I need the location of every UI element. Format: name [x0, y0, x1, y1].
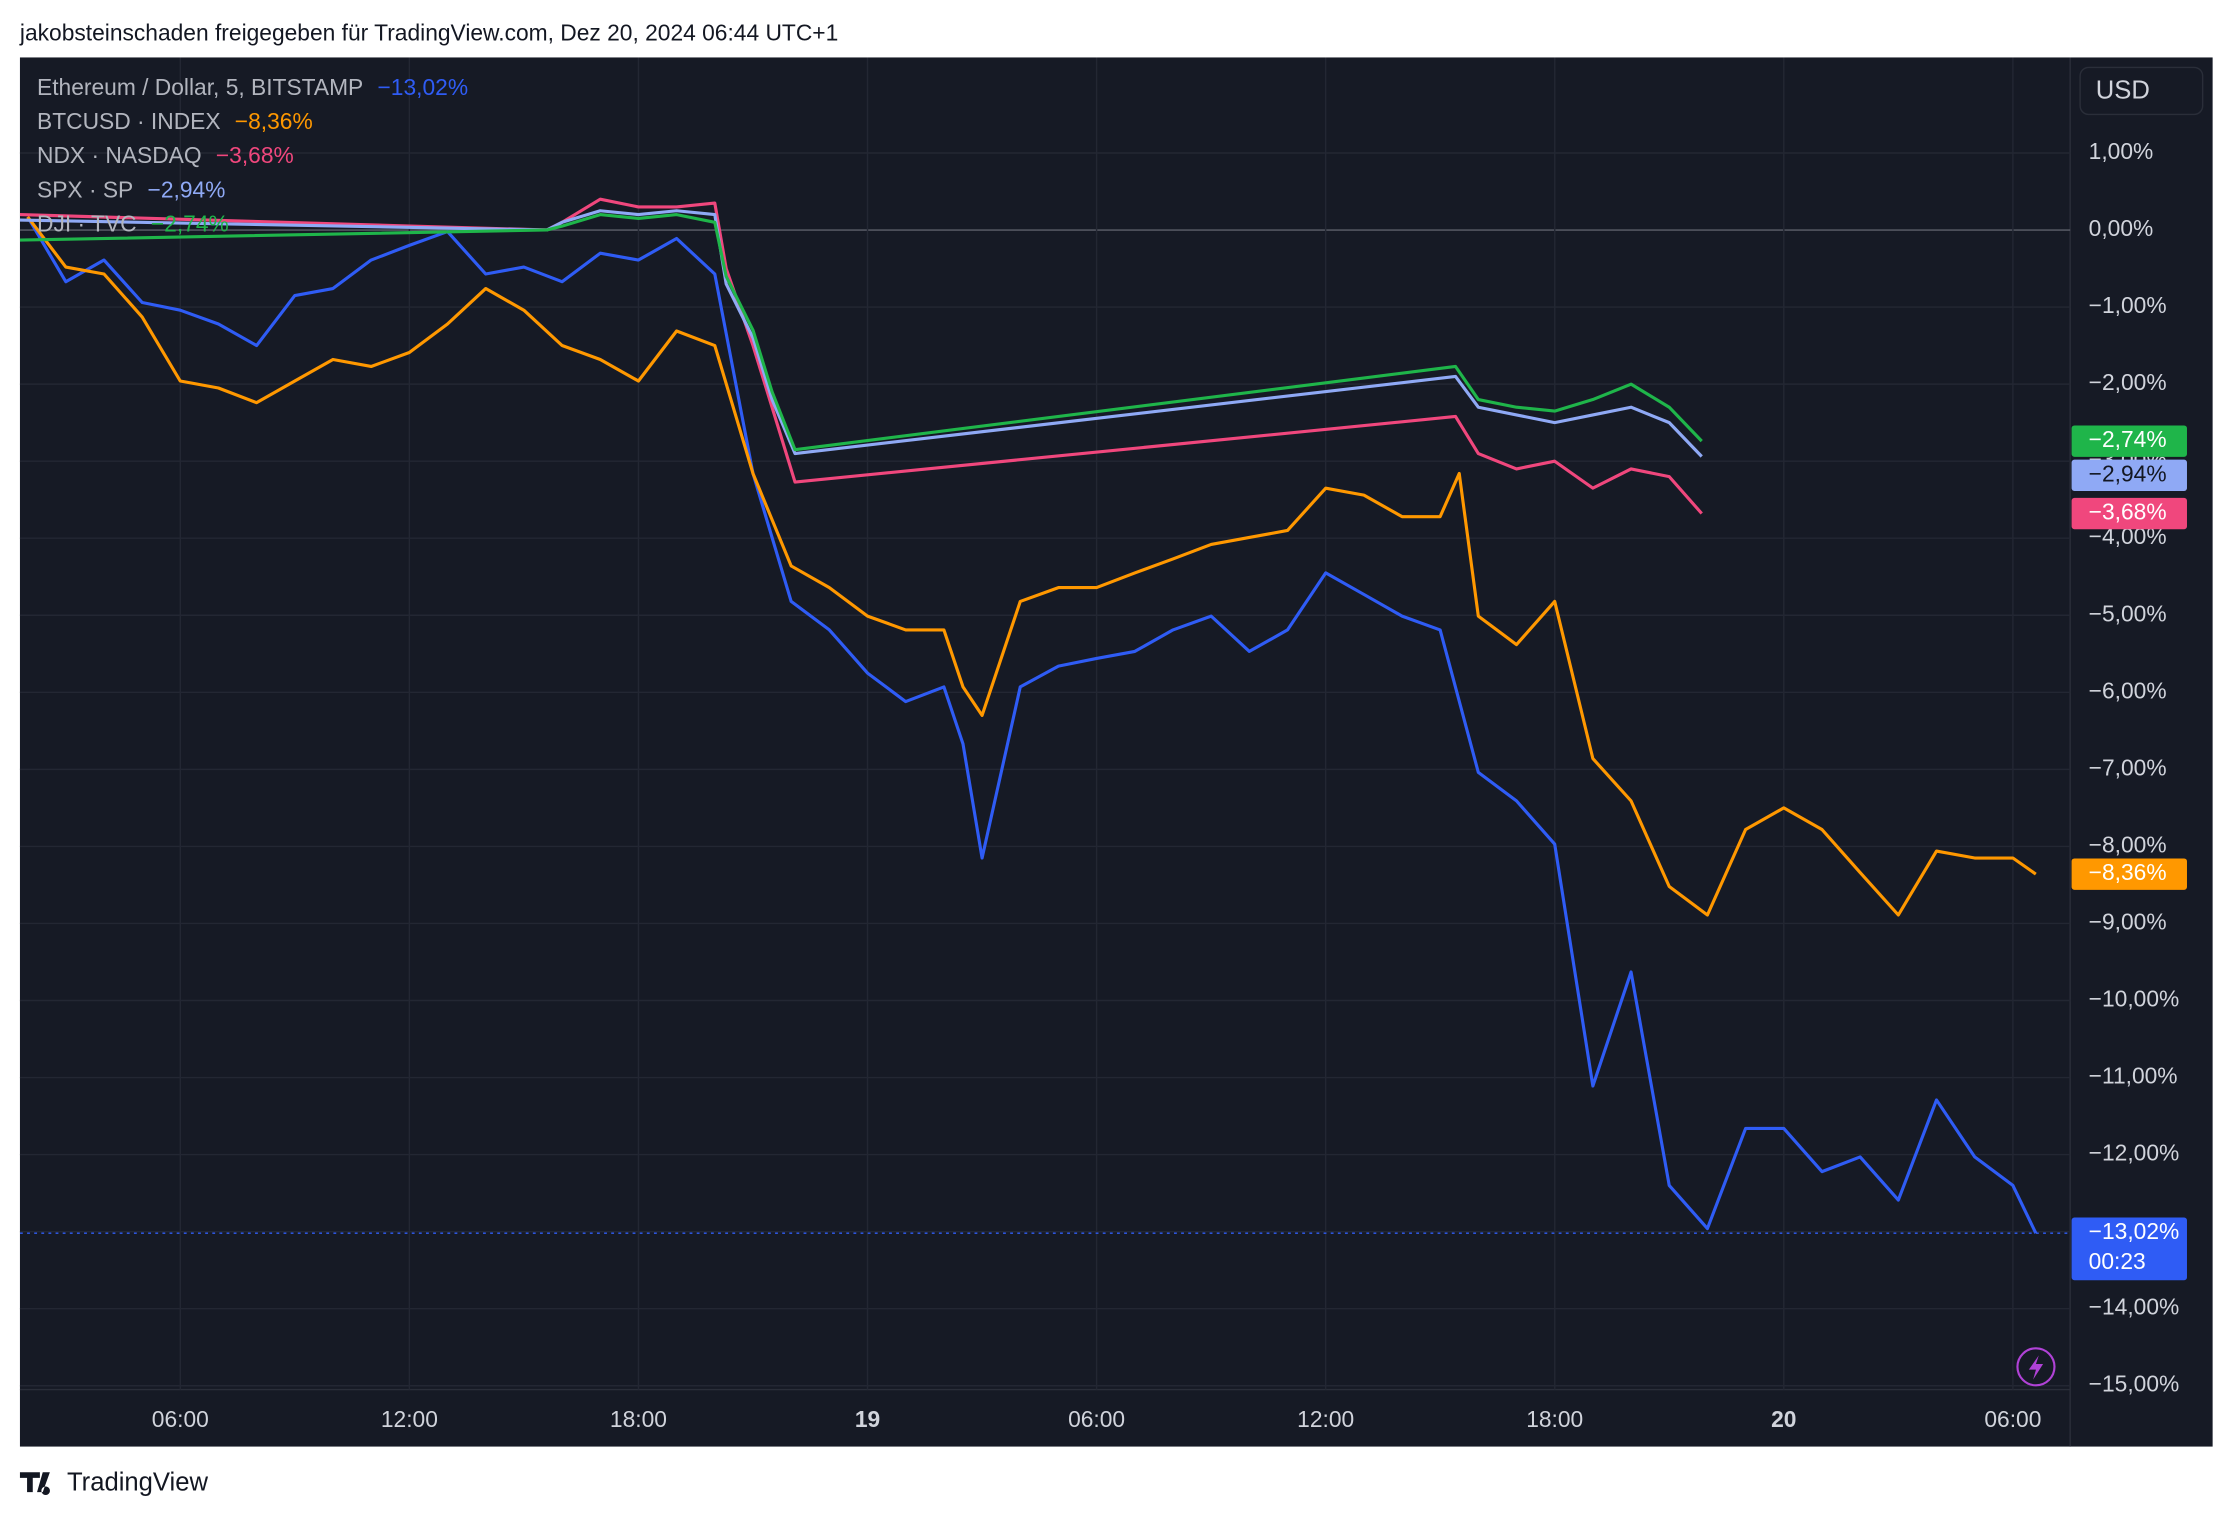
y-tick-label: 1,00%: [2089, 138, 2154, 164]
series-line: [19, 209, 1703, 458]
grid: [19, 57, 2071, 1390]
x-tick-label: 12:00: [1297, 1406, 1354, 1432]
x-tick-label: 20: [1771, 1406, 1796, 1432]
x-tick-label: 06:00: [1984, 1406, 2041, 1432]
legend-name: DJI · TVC: [37, 211, 137, 237]
price-badge-label: −2,74%: [2089, 426, 2167, 452]
brand-logo: [19, 1472, 50, 1496]
x-tick-label: 06:00: [152, 1406, 209, 1432]
price-badge-label: −13,02%: [2089, 1218, 2180, 1244]
x-tick-label: 18:00: [1526, 1406, 1583, 1432]
x-tick-label: 19: [855, 1406, 880, 1432]
plot: [19, 197, 2071, 1234]
currency-button[interactable]: [2079, 66, 2204, 116]
price-badge-label: −3,68%: [2089, 499, 2167, 525]
y-tick-label: −9,00%: [2089, 908, 2167, 934]
y-tick-label: −5,00%: [2089, 600, 2167, 626]
lightning-icon[interactable]: [2016, 1347, 2056, 1387]
y-tick-label: −10,00%: [2089, 986, 2180, 1012]
series-line: [26, 215, 2037, 917]
price-badge: [2071, 459, 2187, 492]
series-line: [19, 213, 1703, 452]
y-tick-label: 0,00%: [2089, 215, 2154, 241]
price-badge-label: −8,36%: [2089, 859, 2167, 885]
legend-name: BTCUSD · INDEX: [37, 108, 221, 134]
countdown: 00:23: [2089, 1248, 2146, 1274]
price-badge-label: −2,94%: [2089, 460, 2167, 486]
y-tick-label: −14,00%: [2089, 1294, 2180, 1320]
y-tick-label: −6,00%: [2089, 677, 2167, 703]
series-line: [26, 216, 2038, 1234]
currency-label: USD: [2096, 76, 2150, 104]
y-tick-label: −7,00%: [2089, 754, 2167, 780]
y-tick-label: −11,00%: [2089, 1063, 2178, 1089]
legend-name: SPX · SP: [37, 176, 133, 202]
y-tick-label: −15,00%: [2089, 1371, 2180, 1397]
y-tick-label: −12,00%: [2089, 1140, 2180, 1166]
price-badges: −2,74% −2,94% −3,68% −8,36% −13,02% 00:23: [2071, 425, 2187, 1281]
y-tick-label: −8,00%: [2089, 831, 2167, 857]
x-tick-label: 12:00: [381, 1406, 438, 1432]
header-title: jakobsteinschaden freigegeben für Tradin…: [19, 20, 838, 46]
brand-name: TradingView: [67, 1468, 209, 1496]
legend-value: −3,68%: [216, 142, 294, 168]
price-badge: [2071, 858, 2187, 890]
price-badge: [2071, 425, 2187, 457]
legend-value: −2,94%: [148, 176, 226, 202]
y-tick-label: −2,00%: [2089, 369, 2167, 395]
legend-value: −13,02%: [378, 74, 469, 100]
series-line: [19, 197, 1703, 515]
legend-value: −2,74%: [151, 211, 229, 237]
y-tick-label: −1,00%: [2089, 292, 2167, 318]
price-badge: [2071, 1217, 2187, 1281]
price-badge: [2071, 497, 2187, 530]
lightning-bolt: [2028, 1355, 2044, 1380]
x-tick-label: 18:00: [610, 1406, 667, 1432]
x-tick-label: 06:00: [1068, 1406, 1125, 1432]
legend: Ethereum / Dollar, 5, BITSTAMP −13,02% BTC…: [37, 74, 468, 237]
legend-name: Ethereum / Dollar, 5, BITSTAMP: [37, 74, 363, 100]
legend-name: NDX · NASDAQ: [37, 142, 202, 168]
legend-value: −8,36%: [235, 108, 313, 134]
chart-background: [19, 57, 2213, 1447]
